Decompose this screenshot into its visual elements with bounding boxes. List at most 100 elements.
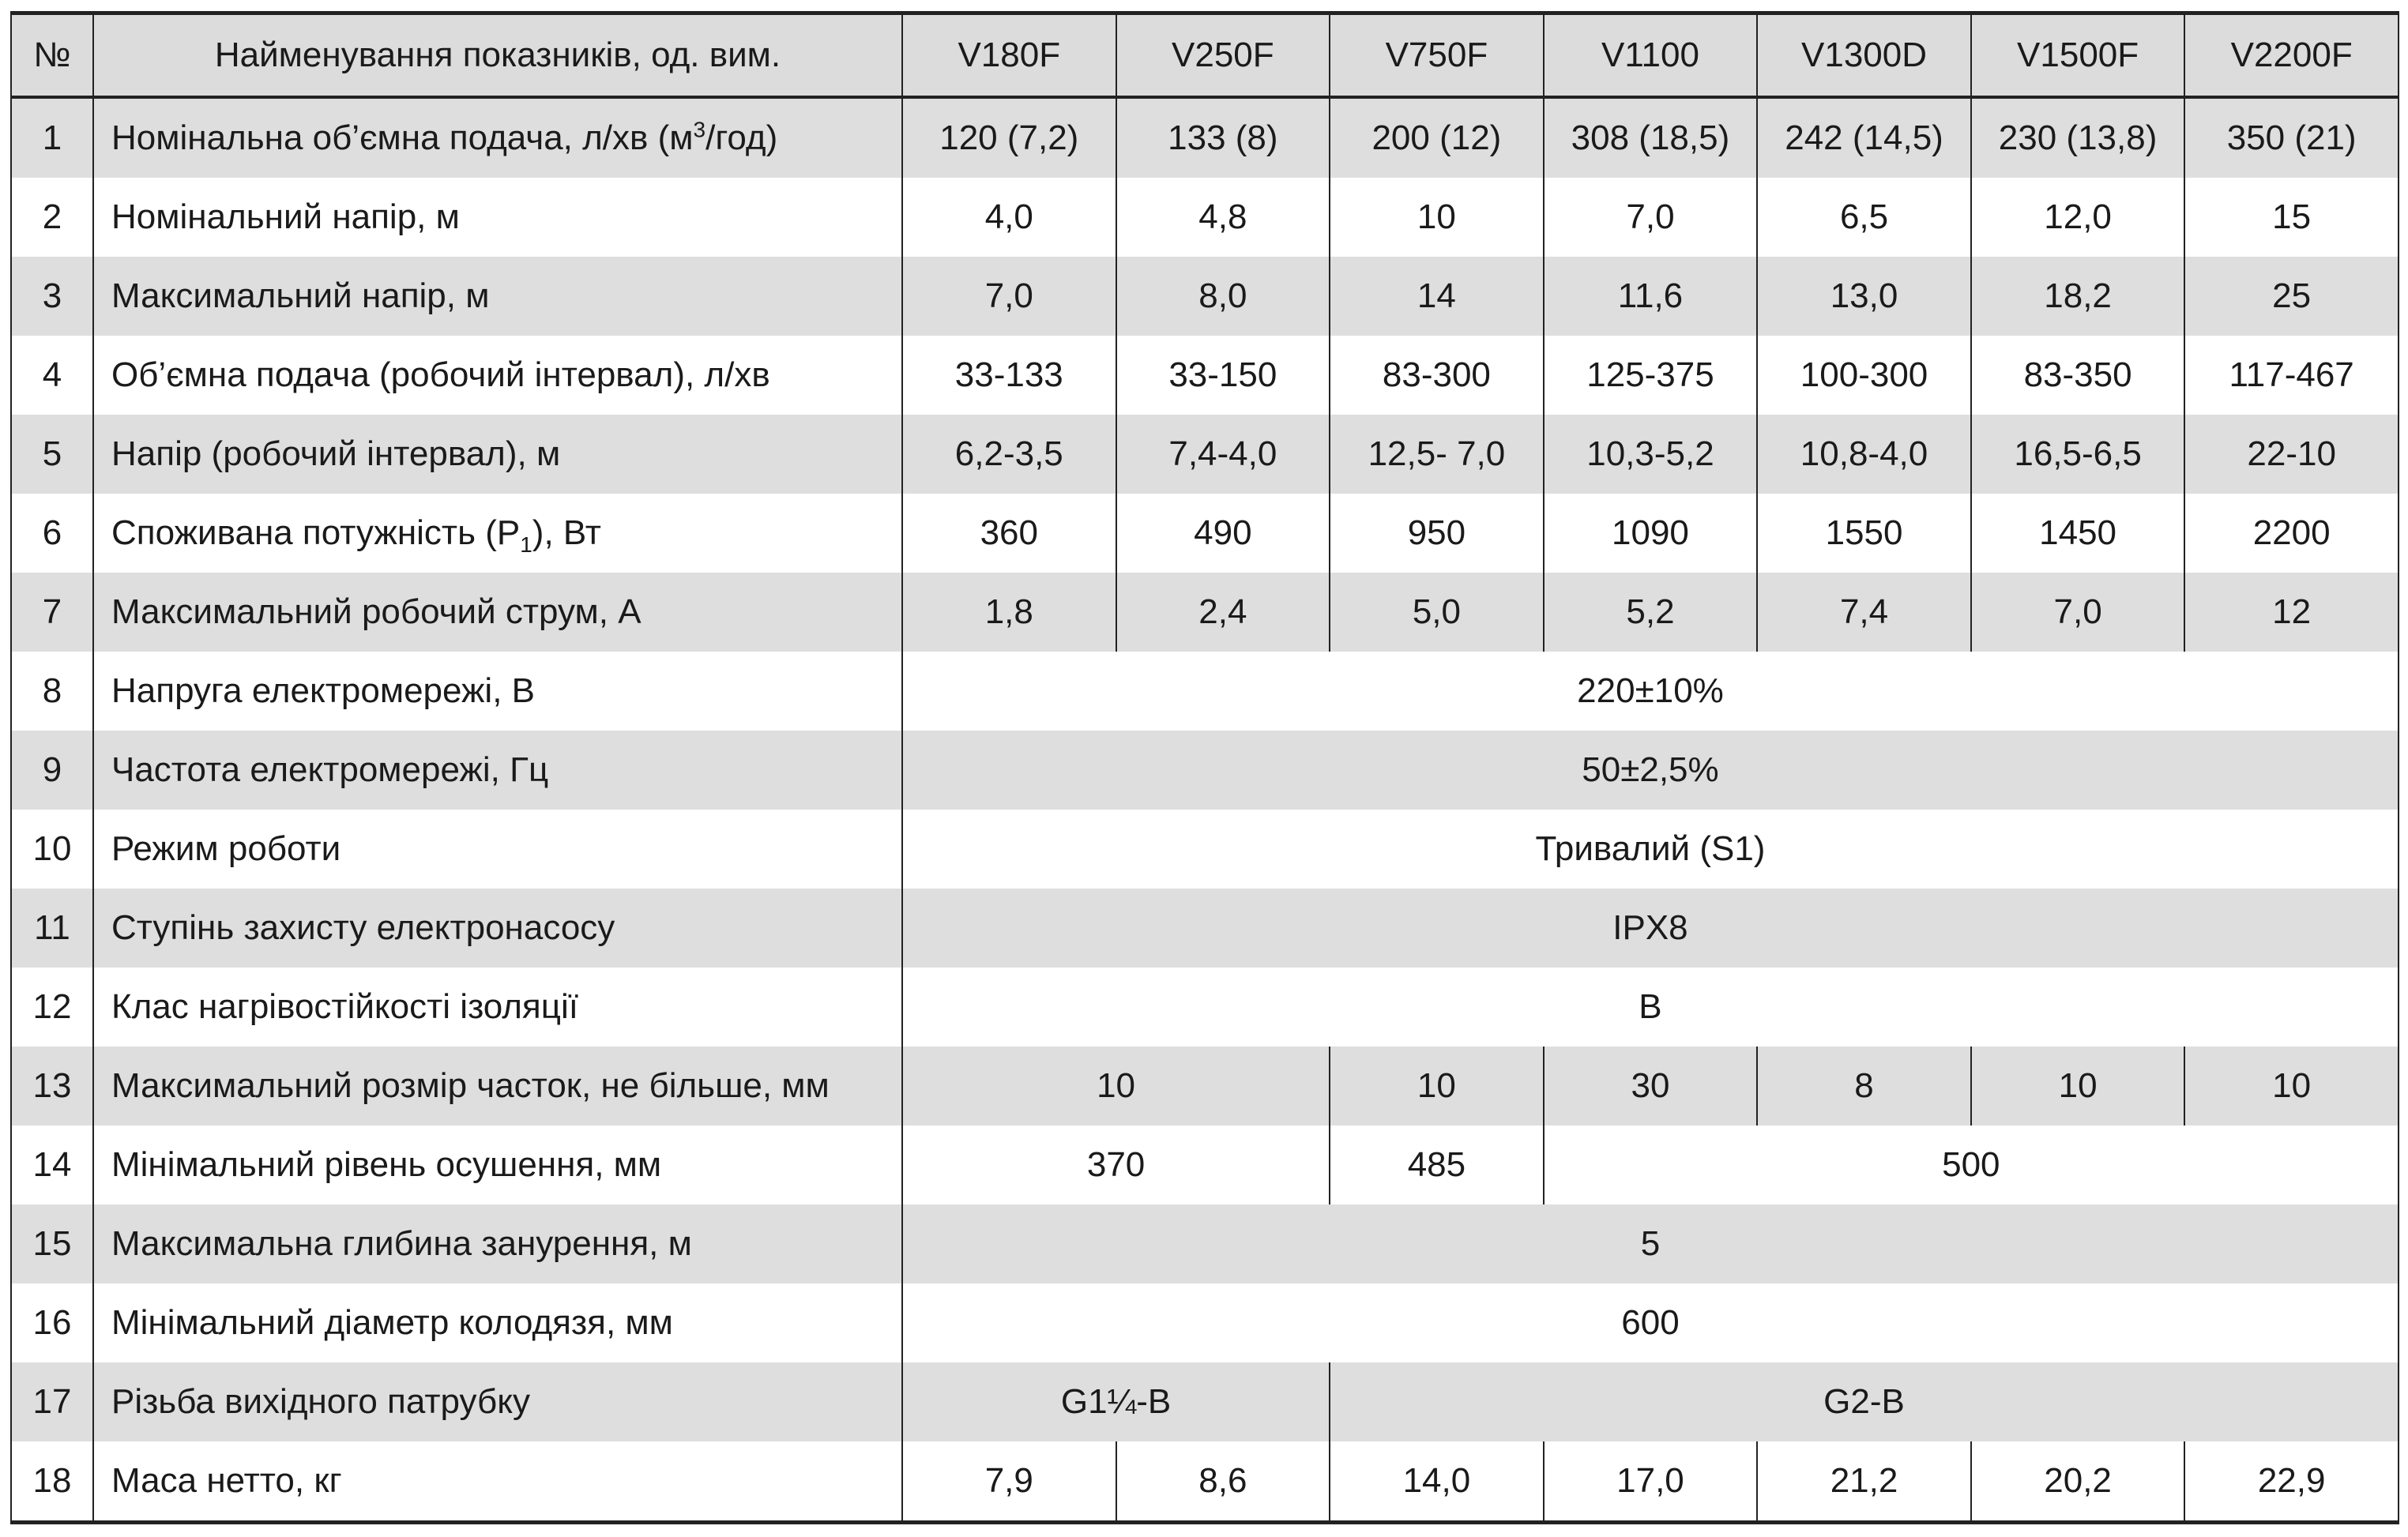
- cell-value: 308 (18,5): [1542, 97, 1759, 178]
- cell-value: 10,3-5,2: [1542, 415, 1759, 494]
- row-name: Ступінь захисту електронасосу: [92, 889, 903, 968]
- cell-value: 2,4: [1115, 573, 1331, 652]
- row-number: 3: [10, 257, 94, 336]
- row-number: 13: [10, 1047, 94, 1126]
- header-num: №: [10, 13, 94, 99]
- cell-value: IPX8: [901, 889, 2399, 968]
- row-name-sup: 3: [693, 117, 706, 142]
- cell-value: 485: [1329, 1126, 1545, 1204]
- row-name: Максимальний напір, м: [92, 257, 903, 336]
- table-row: 11 Ступінь захисту електронасосу IPX8: [10, 889, 2399, 968]
- cell-value: 25: [2184, 257, 2399, 336]
- table-row: 7 Максимальний робочий струм, А 1,8 2,4 …: [10, 573, 2399, 652]
- cell-value: 7,4-4,0: [1115, 415, 1331, 494]
- cell-value: 7,0: [1542, 178, 1759, 257]
- row-name: Максимальна глибина занурення, м: [92, 1204, 903, 1283]
- cell-value: G2-B: [1329, 1362, 2399, 1441]
- cell-value: 2200: [2184, 494, 2399, 573]
- row-number: 8: [10, 652, 94, 731]
- cell-value: 10: [2184, 1047, 2399, 1126]
- row-name-part: Номінальна об’ємна подача, л/хв (м: [111, 118, 694, 157]
- cell-value: 10,8-4,0: [1756, 415, 1972, 494]
- cell-value: 8,6: [1115, 1441, 1331, 1523]
- row-name-part: /год): [705, 118, 778, 157]
- cell-value: 11,6: [1542, 257, 1759, 336]
- cell-value: 120 (7,2): [901, 97, 1117, 178]
- row-name: Режим роботи: [92, 810, 903, 889]
- cell-value: 8: [1756, 1047, 1972, 1126]
- cell-value: 7,9: [901, 1441, 1117, 1523]
- row-name: Номінальна об’ємна подача, л/хв (м3/год): [92, 97, 903, 178]
- table-row: 16 Мінімальний діаметр колодязя, мм 600: [10, 1283, 2399, 1362]
- cell-value: 21,2: [1756, 1441, 1972, 1523]
- row-name: Маса нетто, кг: [92, 1441, 903, 1523]
- cell-value: 950: [1329, 494, 1545, 573]
- row-name-part: ), Вт: [532, 513, 601, 552]
- cell-value: 370: [901, 1126, 1331, 1204]
- header-model: V1100: [1542, 13, 1759, 99]
- cell-value: 18,2: [1970, 257, 2186, 336]
- cell-value: 10: [1329, 178, 1545, 257]
- table-row: 1 Номінальна об’ємна подача, л/хв (м3/го…: [10, 97, 2399, 178]
- header-model: V250F: [1115, 13, 1331, 99]
- cell-value: 5: [901, 1204, 2399, 1283]
- cell-value: 14,0: [1329, 1441, 1545, 1523]
- cell-value: Тривалий (S1): [901, 810, 2399, 889]
- cell-value: 4,0: [901, 178, 1117, 257]
- row-number: 9: [10, 731, 94, 810]
- cell-value: G1¼-B: [901, 1362, 1331, 1441]
- table-row: 15 Максимальна глибина занурення, м 5: [10, 1204, 2399, 1283]
- cell-value: 33-133: [901, 336, 1117, 415]
- header-row: № Найменування показників, од. вим. V180…: [10, 13, 2399, 99]
- cell-value: 4,8: [1115, 178, 1331, 257]
- cell-value: 12,0: [1970, 178, 2186, 257]
- cell-value: 1090: [1542, 494, 1759, 573]
- cell-value: B: [901, 968, 2399, 1047]
- cell-value: 83-350: [1970, 336, 2186, 415]
- cell-value: 1,8: [901, 573, 1117, 652]
- cell-value: 350 (21): [2184, 97, 2399, 178]
- header-model: V2200F: [2184, 13, 2399, 99]
- cell-value: 14: [1329, 257, 1545, 336]
- row-name: Клас нагрівостійкості ізоляції: [92, 968, 903, 1047]
- table-row: 17 Різьба вихідного патрубку G1¼-B G2-B: [10, 1362, 2399, 1441]
- cell-value: 7,4: [1756, 573, 1972, 652]
- header-model: V1500F: [1970, 13, 2186, 99]
- cell-value: 1550: [1756, 494, 1972, 573]
- row-number: 15: [10, 1204, 94, 1283]
- table-row: 4 Об’ємна подача (робочий інтервал), л/х…: [10, 336, 2399, 415]
- cell-value: 12: [2184, 573, 2399, 652]
- row-number: 4: [10, 336, 94, 415]
- row-number: 18: [10, 1441, 94, 1523]
- header-model: V180F: [901, 13, 1117, 99]
- table-row: 14 Мінімальний рівень осушення, мм 370 4…: [10, 1126, 2399, 1204]
- row-number: 12: [10, 968, 94, 1047]
- cell-value: 7,0: [1970, 573, 2186, 652]
- row-name: Напір (робочий інтервал), м: [92, 415, 903, 494]
- row-name: Споживана потужність (P1), Вт: [92, 494, 903, 573]
- row-name: Об’ємна подача (робочий інтервал), л/хв: [92, 336, 903, 415]
- cell-value: 12,5- 7,0: [1329, 415, 1545, 494]
- row-number: 16: [10, 1283, 94, 1362]
- row-name-part: Споживана потужність (P: [111, 513, 521, 552]
- row-name: Максимальний робочий струм, А: [92, 573, 903, 652]
- row-name: Мінімальний рівень осушення, мм: [92, 1126, 903, 1204]
- table-row: 13 Максимальний розмір часток, не більше…: [10, 1047, 2399, 1126]
- cell-value: 8,0: [1115, 257, 1331, 336]
- cell-value: 500: [1542, 1126, 2399, 1204]
- row-name: Мінімальний діаметр колодязя, мм: [92, 1283, 903, 1362]
- table-row: 12 Клас нагрівостійкості ізоляції B: [10, 968, 2399, 1047]
- cell-value: 7,0: [901, 257, 1117, 336]
- cell-value: 20,2: [1970, 1441, 2186, 1523]
- cell-value: 10: [1970, 1047, 2186, 1126]
- cell-value: 6,5: [1756, 178, 1972, 257]
- cell-value: 1450: [1970, 494, 2186, 573]
- header-model: V1300D: [1756, 13, 1972, 99]
- row-number: 2: [10, 178, 94, 257]
- cell-value: 125-375: [1542, 336, 1759, 415]
- table-row: 6 Споживана потужність (P1), Вт 360 490 …: [10, 494, 2399, 573]
- cell-value: 100-300: [1756, 336, 1972, 415]
- cell-value: 83-300: [1329, 336, 1545, 415]
- header-name: Найменування показників, од. вим.: [92, 13, 903, 99]
- cell-value: 490: [1115, 494, 1331, 573]
